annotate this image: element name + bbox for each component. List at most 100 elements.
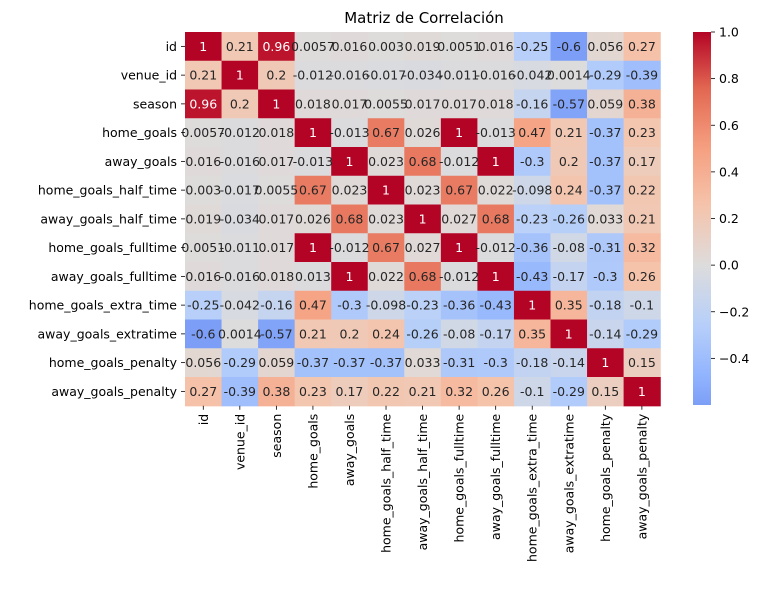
heatmap-cell [513,89,552,119]
heatmap-cell [623,60,661,91]
heatmap-cell [404,89,442,119]
heatmap-cell [404,32,442,62]
cell-value-label: 0.32 [445,384,473,399]
y-tick-label: season [133,96,177,111]
cell-value-label: 1 [309,125,317,140]
y-tick-label: home_goals [102,125,177,140]
cell-value-label: -0.017 [366,68,406,83]
heatmap-cell [185,377,223,407]
heatmap-cell [294,204,332,234]
heatmap-cell [623,175,661,206]
cell-value-label: 0.017 [258,240,294,255]
heatmap-cell [185,175,223,206]
heatmap-cell [221,60,259,91]
heatmap-cell [294,290,332,321]
cell-value-label: -0.29 [224,355,256,370]
x-tick-label: home_goals_extra_time [525,413,540,562]
cell-value-label: 1 [492,154,500,169]
cell-value-label: -0.012 [293,68,333,83]
heatmap-cell [623,262,661,292]
cell-value-label: 0.019 [185,211,221,226]
y-tick-label: away_goals_half_time [40,211,177,226]
heatmap-cell [331,89,369,119]
cell-value-label: 0.47 [518,125,546,140]
heatmap-cell [550,319,588,349]
cell-value-label: -0.013 [476,125,516,140]
cell-value-label: 0.68 [409,154,437,169]
cell-value-label: -0.37 [589,154,621,169]
cell-value-label: 0.23 [299,384,327,399]
cell-value-label: -0.16 [260,298,292,313]
cell-value-label: -0.016 [329,68,369,83]
cell-value-label: 0.38 [262,384,290,399]
heatmap-cell [221,262,259,292]
cell-value-label: 0.033 [587,211,623,226]
y-tick-label: home_goals_penalty [49,355,178,370]
heatmap-cell [623,348,661,378]
heatmap-cell [404,60,442,91]
colorbar-tick-label: −0.2 [719,304,749,319]
heatmap-cell [513,147,552,177]
cell-value-label: 1 [455,125,463,140]
cell-value-label: 1 [528,298,536,313]
heatmap-cell [477,233,515,263]
y-tick-label: away_goals_extratime [38,326,178,341]
colorbar-tick-label: 0.4 [719,164,739,179]
cell-value-label: 1 [601,355,609,370]
heatmap-cell [185,348,223,378]
heatmap-cell [294,118,332,148]
cell-value-label: 0.26 [482,384,510,399]
heatmap-cell [587,89,625,119]
cell-value-label: -0.26 [406,326,438,341]
heatmap-cell [294,147,332,177]
cell-value-label: 0.003 [368,39,404,54]
heatmap-cell [440,233,478,263]
cell-value-label: -0.1 [520,384,544,399]
cell-value-label: 0.21 [226,39,254,54]
heatmap-cell [221,377,259,407]
heatmap-cell [258,204,296,234]
cell-value-label: -0.012 [439,269,479,284]
cell-value-label: -0.18 [589,298,621,313]
cell-value-label: 0.21 [299,326,327,341]
cell-value-label: 0.023 [368,154,404,169]
heatmap-cell [404,175,442,206]
heatmap-cell [587,290,625,321]
cell-value-label: 0.018 [258,269,294,284]
heatmap-cell [404,147,442,177]
cell-value-label: 1 [419,211,427,226]
heatmap-cell [587,377,625,407]
heatmap-cell [331,118,369,148]
cell-value-label: 0.27 [189,384,217,399]
cell-value-label: -0.034 [220,211,260,226]
y-tick-label: away_goals_penalty [51,384,177,399]
cell-value-label: 0.21 [555,125,583,140]
cell-value-label: 0.022 [478,183,514,198]
colorbar-tick-label: 0.2 [719,211,739,226]
colorbar-tick-label: 0.6 [719,118,739,133]
cell-value-label: -0.012 [329,240,369,255]
y-tick-label: away_goals [105,154,177,169]
heatmap-cell [513,319,552,349]
x-tick-label: season [269,414,284,458]
cell-value-label: -0.034 [402,68,442,83]
cell-value-label: -0.012 [476,240,516,255]
cell-value-label: -0.016 [220,269,260,284]
cell-value-label: 0.32 [628,240,656,255]
heatmap-cell [294,89,332,119]
heatmap-cell [440,262,478,292]
heatmap-cell [185,262,223,292]
y-tick-label: home_goals_extra_time [29,298,178,313]
cell-value-label: -0.37 [333,355,365,370]
heatmap-cell [587,118,625,148]
cell-value-label: 0.016 [478,39,514,54]
cell-value-label: -0.31 [443,355,475,370]
cell-value-label: 0.018 [295,96,331,111]
heatmap-cell [587,262,625,292]
heatmap-cell [550,290,588,321]
heatmap-cell [477,118,515,148]
cell-value-label: -0.29 [626,326,658,341]
cell-value-label: 0.15 [628,355,656,370]
chart-title: Matriz de Correlación [344,9,504,27]
